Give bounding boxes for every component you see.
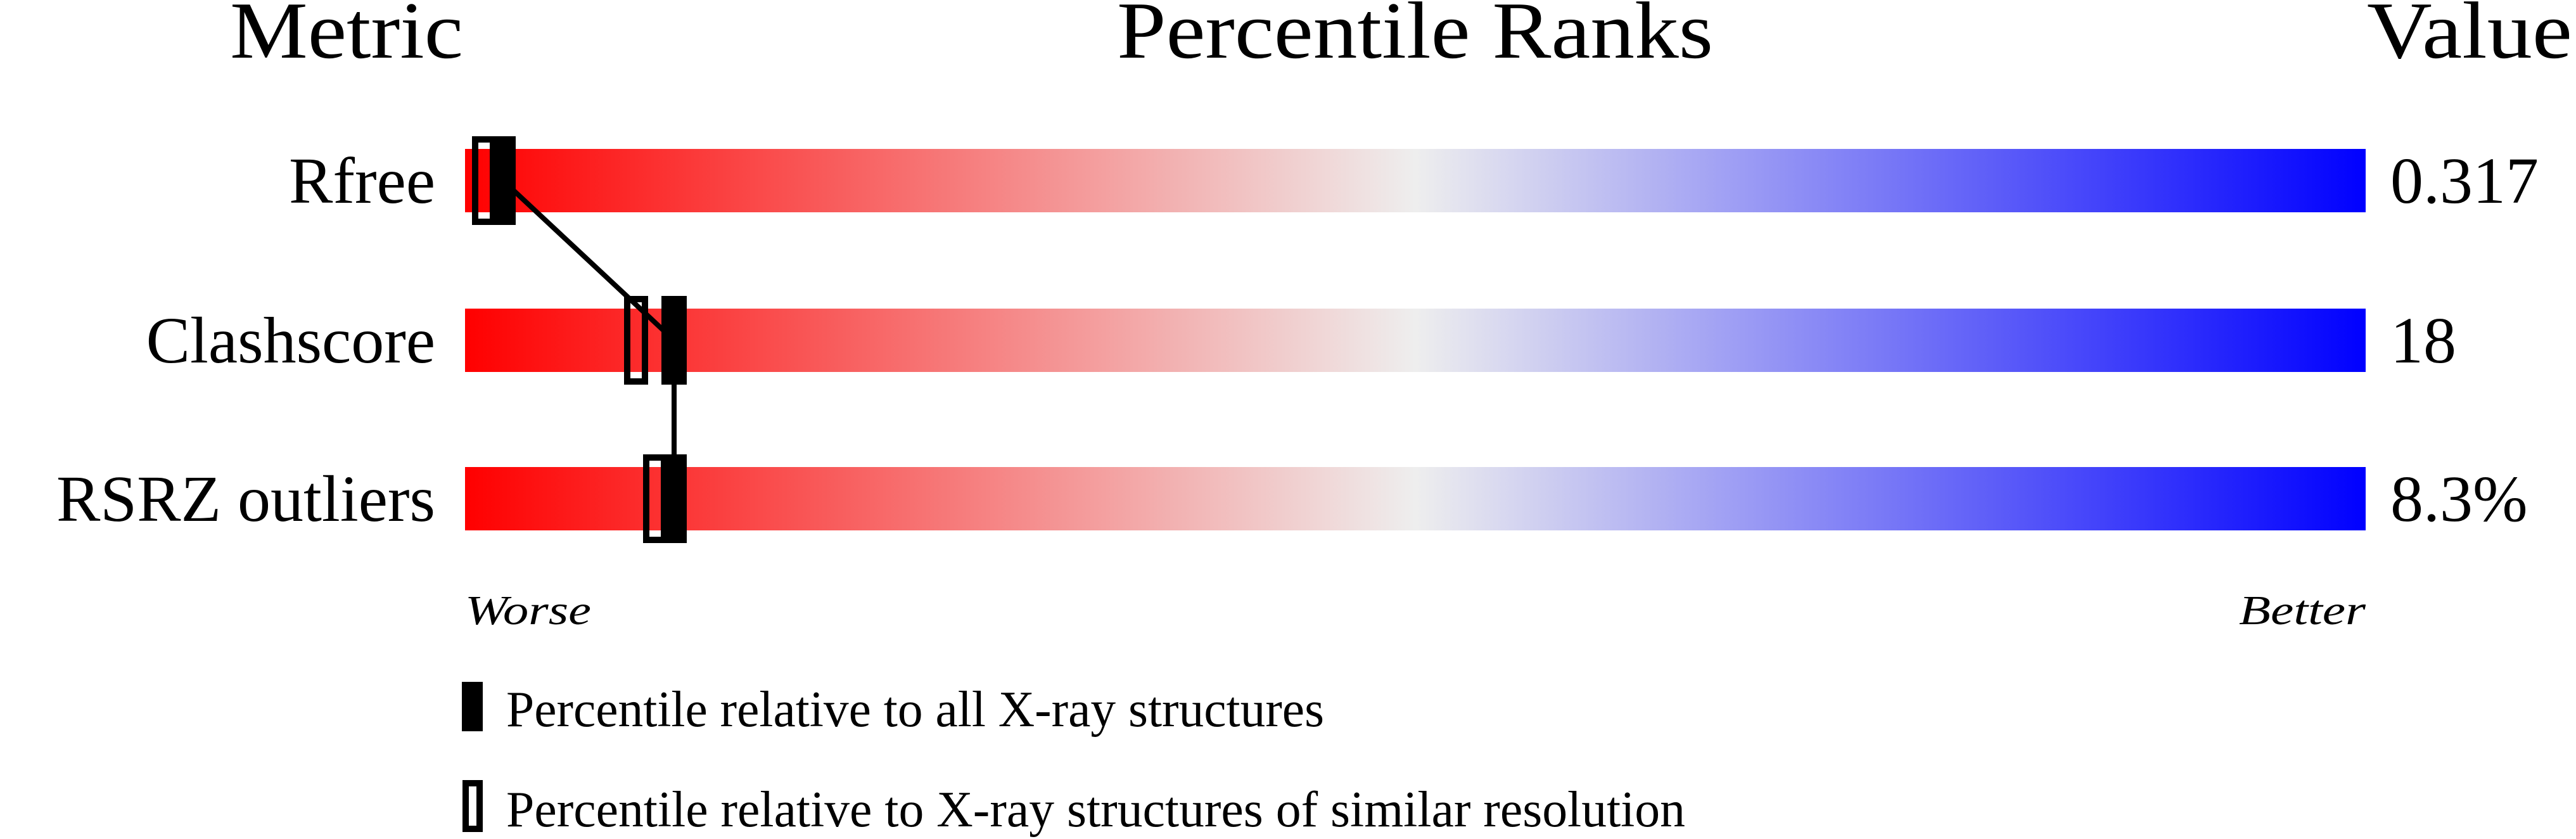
header-metric: Metric [230,0,463,75]
similar-resolution-marker [624,296,648,385]
legend-open-marker [462,780,483,832]
legend-all-label: Percentile relative to all X-ray structu… [506,682,1324,738]
metric-label: Rfree [289,144,435,217]
percentile-bar [465,149,2366,212]
header-value: Value [2367,0,2572,75]
worse-label: Worse [465,587,591,634]
legend-filled-marker [462,682,483,731]
legend-similar-label: Percentile relative to X-ray structures … [506,782,1685,838]
metric-value: 8.3% [2390,463,2528,535]
metric-value: 0.317 [2390,144,2539,217]
all-structures-marker [490,136,516,225]
percentile-bar [465,467,2366,530]
percentile-bar [465,309,2366,372]
metric-label: Clashscore [146,304,435,377]
all-structures-marker [661,454,687,543]
all-structures-marker [661,296,687,385]
metric-value: 18 [2390,304,2456,377]
metric-label: RSRZ outliers [56,463,435,535]
better-label: Better [2239,587,2366,634]
header-percentile-ranks: Percentile Ranks [1117,0,1713,75]
